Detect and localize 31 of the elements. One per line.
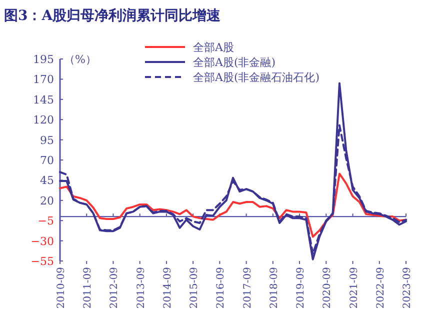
y-axis-title: （%） [64,53,96,66]
y-tick-label: 120 [33,114,54,127]
x-tick-label: 2020-09 [322,267,334,309]
x-tick-label: 2023-09 [402,267,413,309]
x-tick-label: 2011-09 [82,267,94,309]
y-tick-label: 70 [40,154,54,167]
line-series [59,172,407,238]
x-tick-label: 2010-09 [56,267,67,309]
x-tick-label: 2018-09 [268,267,280,309]
y-tick-label: −55 [30,255,54,268]
x-tick-label: 2014-09 [162,267,174,309]
legend-label: 全部A股(非金融) [193,56,276,69]
y-tick-label: −30 [30,234,54,248]
y-tick-label: 195 [33,53,54,66]
legend-label: 全部A股(非金融石油石化) [193,71,320,84]
x-tick-label: 2022-09 [375,267,386,309]
y-tick-label: −5 [38,214,54,228]
y-tick-label: 95 [40,134,54,147]
y-tick-label: 20 [40,194,54,208]
x-tick-label: 2021-09 [348,267,360,309]
x-tick-label: 2019-09 [296,267,307,309]
legend-label: 全部A股 [193,41,234,54]
x-tick-label: 2013-09 [136,267,147,309]
y-tick-label: 45 [40,174,54,188]
chart-title: 图3：A股归母净利润累计同比增速 [4,7,222,24]
x-tick-label: 2015-09 [189,267,200,309]
x-tick-label: 2012-09 [109,267,120,309]
y-tick-label: 145 [33,93,54,106]
x-tick-label: 2016-09 [216,267,227,309]
x-tick-label: 2017-09 [242,267,254,309]
y-tick-label: 170 [33,73,54,86]
